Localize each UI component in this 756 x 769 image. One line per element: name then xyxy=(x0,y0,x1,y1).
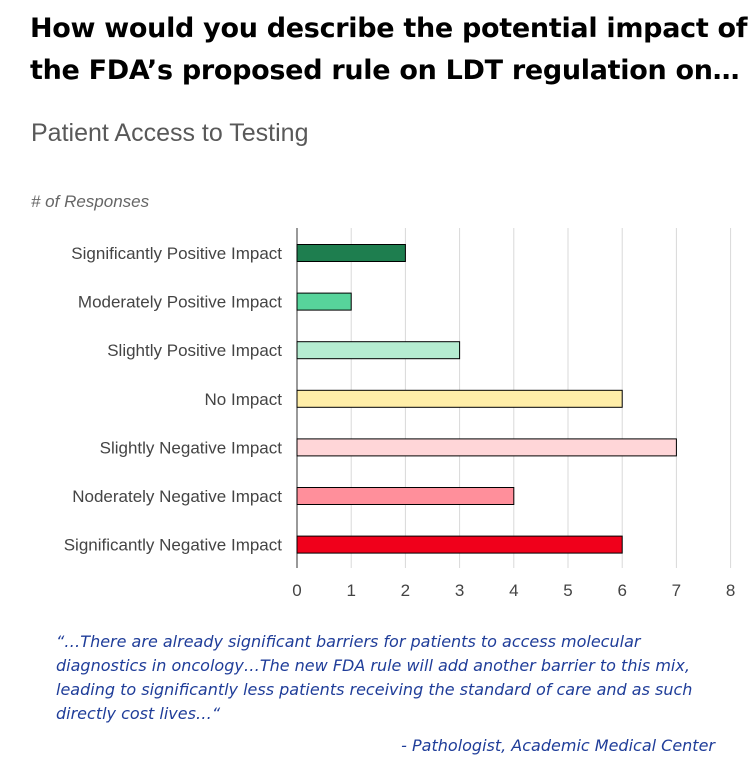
category-label: Slightly Positive Impact xyxy=(107,341,282,360)
x-tick-label: 7 xyxy=(672,581,681,600)
category-label: No Impact xyxy=(205,390,283,409)
x-tick-label: 8 xyxy=(726,581,735,600)
category-label: Significantly Positive Impact xyxy=(71,244,282,263)
x-tick-label: 3 xyxy=(455,581,464,600)
chart-title: Patient Access to Testing xyxy=(31,119,309,147)
headline: How would you describe the potential imp… xyxy=(30,13,748,86)
category-label: Noderately Negative Impact xyxy=(72,487,282,506)
bar xyxy=(296,292,352,311)
category-label: Moderately Positive Impact xyxy=(78,293,282,312)
x-tick-label: 5 xyxy=(563,581,572,600)
tick-labels: 0 1 2 3 4 5 6 7 8 xyxy=(292,581,735,600)
bar xyxy=(296,535,623,554)
quote-text: “…There are already significant barriers… xyxy=(56,632,693,723)
quote-attribution: - Pathologist, Academic Medical Center xyxy=(401,736,715,755)
x-tick-label: 1 xyxy=(346,581,355,600)
x-tick-label: 0 xyxy=(292,581,301,600)
bar-chart: Significantly Positive Impact Moderately … xyxy=(64,228,735,600)
bar xyxy=(296,487,515,505)
bar xyxy=(296,244,406,262)
x-tick-label: 2 xyxy=(401,581,410,600)
category-labels: Significantly Positive Impact Moderately … xyxy=(64,244,283,555)
axis-caption: # of Responses xyxy=(31,192,150,211)
bar xyxy=(296,438,677,457)
bars xyxy=(296,244,677,554)
bar xyxy=(296,341,461,360)
category-label: Significantly Negative Impact xyxy=(64,536,283,555)
category-label: Slightly Negative Impact xyxy=(100,438,283,457)
x-tick-label: 4 xyxy=(509,581,518,600)
bar xyxy=(296,389,623,408)
x-tick-label: 6 xyxy=(617,581,626,600)
